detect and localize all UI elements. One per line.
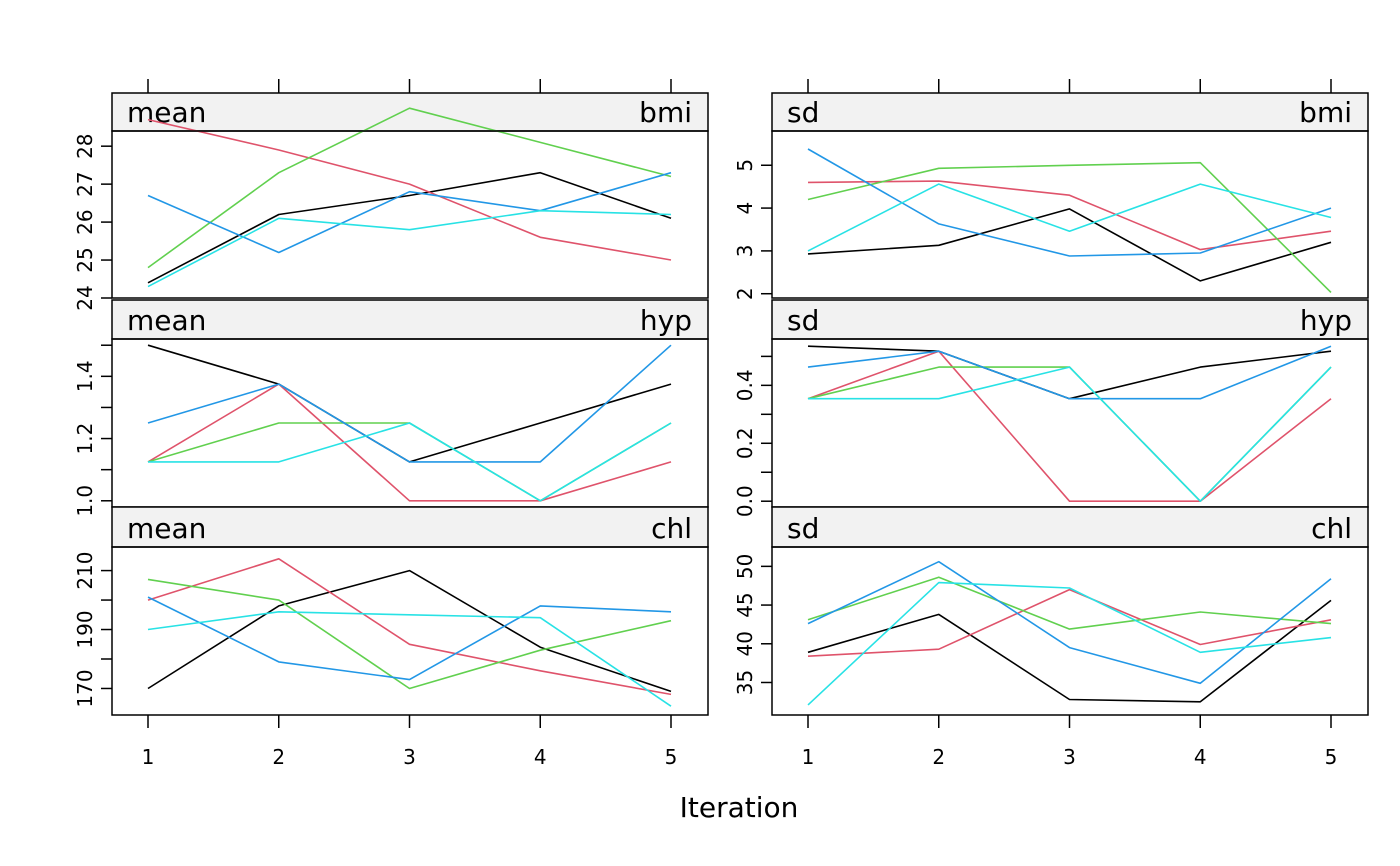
y-tick-label: 190	[73, 610, 97, 648]
series-line-1	[807, 208, 1332, 282]
x-axis-title: Iteration	[680, 791, 799, 824]
series-line-2	[807, 350, 1332, 503]
x-tick-label: 4	[534, 745, 547, 769]
series-line-2	[807, 588, 1332, 657]
panel-frame	[111, 546, 709, 716]
series-line-4	[807, 560, 1332, 685]
series-line-5	[807, 183, 1332, 252]
series-line-3	[147, 107, 672, 269]
y-tick-label: 2	[733, 287, 757, 300]
panel-strip	[771, 299, 1369, 340]
series-line-1	[147, 171, 672, 284]
strip-variable-label: hyp	[1300, 304, 1352, 337]
y-tick-label: 25	[73, 247, 97, 272]
series-line-2	[147, 383, 672, 502]
strip-stat-label: mean	[127, 304, 206, 337]
x-tick-label: 3	[1063, 745, 1076, 769]
strip-variable-label: bmi	[639, 96, 692, 129]
strip-stat-label: mean	[127, 512, 206, 545]
y-tick-label: 45	[733, 592, 757, 617]
y-tick-label: 24	[73, 285, 97, 310]
y-tick-label: 1.4	[73, 360, 97, 392]
series-line-1	[147, 344, 672, 463]
x-tick-label: 1	[142, 745, 155, 769]
series-line-3	[807, 366, 1332, 503]
series-line-4	[807, 148, 1332, 257]
series-line-4	[147, 344, 672, 463]
y-tick-label: 50	[733, 554, 757, 579]
y-tick-label: 0.4	[733, 369, 757, 401]
series-line-3	[807, 576, 1332, 630]
series-line-5	[147, 610, 672, 707]
series-line-4	[147, 171, 672, 254]
x-tick-label: 2	[272, 745, 285, 769]
y-tick-label: 210	[73, 551, 97, 589]
series-line-1	[807, 599, 1332, 703]
series-line-4	[807, 345, 1332, 400]
y-tick-label: 28	[73, 133, 97, 158]
x-tick-label: 5	[1325, 745, 1338, 769]
panel-sd-hyp: sd hyp 0.0 0.2 0.4	[733, 299, 1369, 517]
series-line-3	[147, 578, 672, 690]
panel-strip	[111, 92, 709, 132]
panel-strip	[771, 92, 1369, 132]
strip-variable-label: chl	[651, 512, 692, 545]
panel-mean-hyp: mean hyp 1.0 1.2 1.4	[73, 299, 709, 517]
panel-frame	[771, 130, 1369, 299]
y-tick-label: 5	[733, 159, 757, 172]
series-line-5	[807, 581, 1332, 706]
panel-frame	[771, 338, 1369, 508]
panel-mean-chl: mean chl 170 190 210 1 2 3 4 5	[73, 506, 709, 769]
y-tick-label: 40	[733, 631, 757, 656]
x-tick-label: 2	[932, 745, 945, 769]
panel-sd-bmi: sd bmi 2 3 4 5	[733, 79, 1369, 300]
series-line-4	[147, 596, 672, 681]
series-line-2	[147, 118, 672, 261]
series-line-3	[807, 161, 1332, 293]
x-tick-label: 3	[403, 745, 416, 769]
y-tick-label: 26	[73, 209, 97, 234]
y-tick-label: 35	[733, 670, 757, 695]
panel-strip	[771, 506, 1369, 548]
series-line-2	[807, 180, 1332, 251]
strip-variable-label: chl	[1311, 512, 1352, 545]
x-tick-label: 1	[802, 745, 815, 769]
strip-stat-label: sd	[787, 304, 819, 337]
strip-stat-label: sd	[787, 512, 819, 545]
y-tick-label: 27	[73, 171, 97, 196]
y-tick-label: 0.0	[733, 485, 757, 517]
series-line-2	[147, 557, 672, 696]
series-line-5	[808, 366, 1332, 503]
y-tick-label: 1.2	[73, 423, 97, 455]
x-tick-label: 5	[665, 745, 678, 769]
y-tick-label: 1.0	[73, 485, 97, 517]
y-tick-label: 0.2	[733, 427, 757, 459]
y-tick-label: 170	[73, 669, 97, 707]
strip-variable-label: hyp	[640, 304, 692, 337]
panel-frame	[111, 130, 709, 299]
series-line-1	[147, 569, 672, 693]
y-tick-label: 3	[733, 245, 757, 258]
series-line-5	[147, 209, 672, 288]
series-line-5	[148, 422, 672, 502]
panel-strip	[111, 506, 709, 548]
series-line-1	[807, 345, 1332, 400]
strip-variable-label: bmi	[1299, 96, 1352, 129]
y-tick-label: 4	[733, 202, 757, 215]
x-tick-label: 4	[1194, 745, 1207, 769]
strip-stat-label: sd	[787, 96, 819, 129]
panel-frame	[771, 546, 1369, 716]
panel-strip	[111, 299, 709, 340]
